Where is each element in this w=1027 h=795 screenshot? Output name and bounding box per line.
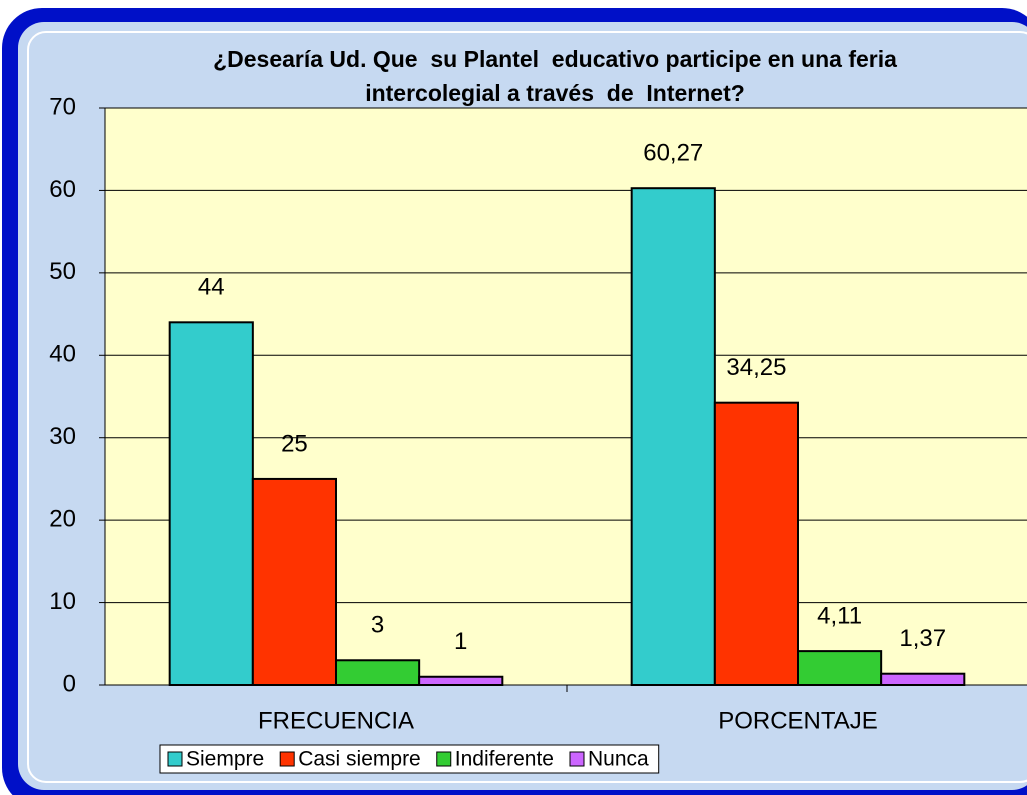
value-label: 34,25 bbox=[726, 354, 786, 381]
legend-label: Casi siempre bbox=[298, 748, 421, 771]
legend-swatch bbox=[279, 751, 295, 767]
x-tick-label: FRECUENCIA bbox=[258, 707, 414, 734]
legend-swatch bbox=[569, 751, 585, 767]
bar bbox=[713, 401, 800, 686]
legend bbox=[159, 744, 660, 774]
bar bbox=[251, 477, 337, 686]
bar bbox=[418, 675, 504, 686]
y-tick-label: 0 bbox=[63, 670, 76, 697]
y-tick-label: 20 bbox=[49, 505, 76, 532]
value-label: 1,37 bbox=[899, 625, 946, 652]
y-tick-label: 30 bbox=[49, 423, 76, 450]
x-tick-label: PORCENTAJE bbox=[718, 707, 878, 734]
bar bbox=[880, 672, 966, 686]
legend-label: Indiferente bbox=[455, 748, 554, 771]
chart-title: ¿Desearía Ud. Que su Plantel educativo p… bbox=[213, 46, 904, 106]
value-label: 1 bbox=[454, 628, 467, 655]
value-label: 25 bbox=[281, 430, 308, 457]
bar bbox=[630, 187, 716, 686]
frame-line bbox=[27, 31, 1027, 783]
value-label: 60,27 bbox=[643, 140, 703, 167]
legend-label: Siempre bbox=[186, 748, 264, 771]
value-label: 44 bbox=[198, 274, 225, 301]
bar bbox=[168, 321, 254, 686]
legend-swatch bbox=[167, 751, 183, 767]
y-tick-label: 10 bbox=[49, 588, 76, 615]
value-label: 4,11 bbox=[817, 602, 862, 629]
bar bbox=[335, 659, 421, 686]
legend-label: Nunca bbox=[588, 748, 649, 771]
y-tick-label: 70 bbox=[49, 93, 76, 120]
y-tick-label: 40 bbox=[49, 341, 76, 368]
value-label: 3 bbox=[371, 612, 384, 639]
bar bbox=[797, 650, 883, 687]
y-tick-label: 50 bbox=[49, 258, 76, 285]
legend-swatch bbox=[436, 751, 452, 767]
y-tick-label: 60 bbox=[49, 176, 76, 203]
